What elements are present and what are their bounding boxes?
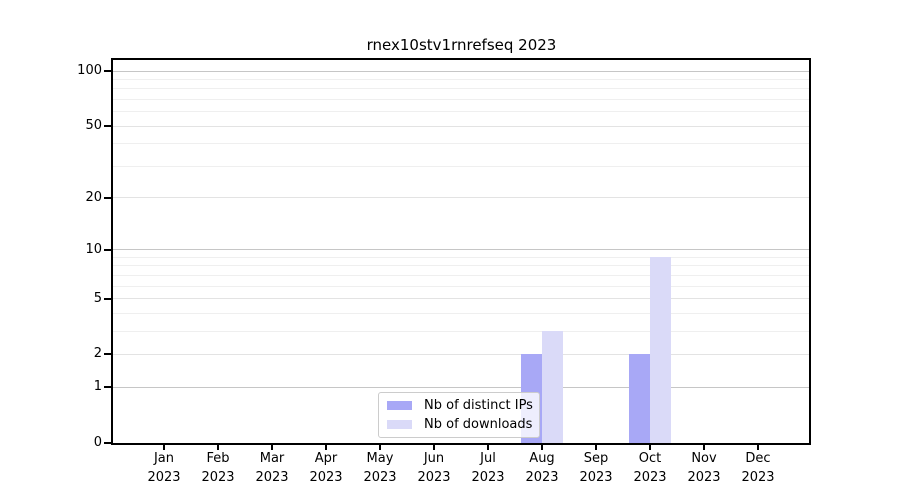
legend-swatch: [387, 401, 412, 410]
y-tick-mark: [104, 248, 111, 251]
x-tick-label-year: 2023: [363, 470, 397, 485]
y-tick-label: 20: [85, 189, 102, 205]
bar-downloads-oct-2023: [650, 257, 671, 443]
x-tick-label-month: Oct: [638, 451, 662, 466]
x-tick-label-month: Feb: [206, 451, 230, 466]
y-tick-mark: [104, 386, 111, 389]
x-tick-label-month: Nov: [691, 451, 717, 466]
x-tick-mark: [325, 445, 327, 450]
emphasized-gridline: [113, 386, 809, 388]
minor-gridline: [113, 165, 809, 167]
x-tick-label-month: May: [366, 451, 394, 466]
x-tick-label-year: 2023: [255, 470, 289, 485]
major-gridline: [113, 125, 809, 127]
x-tick-mark: [217, 445, 219, 450]
minor-gridline: [113, 285, 809, 287]
y-tick-mark: [104, 297, 111, 300]
minor-gridline: [113, 312, 809, 314]
legend: Nb of distinct IPs Nb of downloads: [378, 392, 540, 438]
x-tick-mark: [379, 445, 381, 450]
legend-swatch: [387, 420, 412, 429]
top-spine: [111, 58, 811, 60]
minor-gridline: [113, 111, 809, 113]
y-tick-mark: [104, 353, 111, 356]
x-tick-label-month: Jan: [153, 451, 175, 466]
x-tick-label-month: Apr: [314, 451, 338, 466]
y-tick-label: 2: [93, 346, 102, 362]
x-tick-label-year: 2023: [633, 470, 667, 485]
x-tick-mark: [703, 445, 705, 450]
minor-gridline: [113, 88, 809, 90]
minor-gridline: [113, 256, 809, 258]
legend-label: Nb of distinct IPs: [424, 398, 533, 413]
x-tick-label-year: 2023: [417, 470, 451, 485]
bottom-spine: [111, 443, 811, 445]
x-tick-mark: [433, 445, 435, 450]
x-tick-label-year: 2023: [741, 470, 775, 485]
major-gridline: [113, 298, 809, 300]
x-tick-mark: [649, 445, 651, 450]
y-tick-label: 1: [93, 379, 102, 395]
y-tick-mark: [104, 125, 111, 128]
x-tick-label-month: Aug: [529, 451, 555, 466]
y-tick-label: 5: [93, 290, 102, 306]
emphasized-gridline: [113, 249, 809, 251]
bar-downloads-aug-2023: [542, 331, 563, 443]
x-tick-mark: [163, 445, 165, 450]
x-tick-label-month: Dec: [745, 451, 771, 466]
y-tick-mark: [104, 442, 111, 444]
minor-gridline: [113, 330, 809, 332]
minor-gridline: [113, 78, 809, 80]
legend-item: Nb of distinct IPs: [379, 396, 539, 415]
x-tick-label-month: Sep: [583, 451, 609, 466]
x-tick-mark: [757, 445, 759, 450]
minor-gridline: [113, 265, 809, 267]
major-gridline: [113, 353, 809, 355]
y-tick-label: 100: [77, 63, 102, 78]
y-tick-mark: [104, 70, 111, 72]
x-tick-label-month: Jun: [423, 451, 445, 466]
left-spine: [111, 58, 113, 445]
chart-title: rnex10stv1rnrefseq 2023: [366, 36, 557, 54]
right-spine: [809, 58, 811, 445]
emphasized-gridline: [113, 70, 809, 72]
x-tick-label-month: Jul: [480, 451, 496, 466]
x-tick-label-year: 2023: [147, 470, 181, 485]
legend-label: Nb of downloads: [424, 417, 533, 432]
y-tick-mark: [104, 196, 111, 199]
x-tick-mark: [541, 445, 543, 450]
minor-gridline: [113, 274, 809, 276]
x-tick-label-month: Mar: [259, 451, 285, 466]
x-tick-mark: [595, 445, 597, 450]
major-gridline: [113, 197, 809, 199]
x-tick-label-year: 2023: [309, 470, 343, 485]
bar-distinct-ips-oct-2023: [629, 354, 650, 443]
x-tick-label-year: 2023: [525, 470, 559, 485]
x-tick-mark: [487, 445, 489, 450]
y-tick-label: 50: [85, 118, 102, 134]
y-tick-label: 0: [93, 435, 102, 450]
minor-gridline: [113, 98, 809, 100]
x-tick-label-year: 2023: [579, 470, 613, 485]
x-tick-label-year: 2023: [201, 470, 235, 485]
x-tick-label-year: 2023: [471, 470, 505, 485]
legend-item: Nb of downloads: [379, 415, 539, 434]
minor-gridline: [113, 143, 809, 145]
x-tick-label-year: 2023: [687, 470, 721, 485]
y-tick-label: 10: [85, 241, 102, 257]
x-tick-mark: [271, 445, 273, 450]
